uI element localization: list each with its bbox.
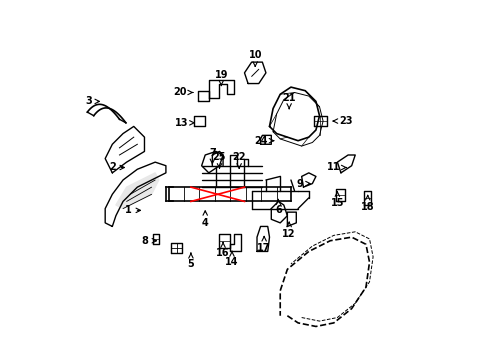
- Text: 2: 2: [109, 162, 124, 172]
- Text: 12: 12: [282, 222, 295, 239]
- Text: 10: 10: [248, 50, 262, 66]
- Text: 8: 8: [141, 236, 156, 246]
- Text: 21: 21: [282, 93, 295, 109]
- Text: 19: 19: [214, 69, 227, 85]
- Text: 17: 17: [257, 237, 270, 253]
- Text: 14: 14: [225, 251, 238, 267]
- Text: 23: 23: [332, 116, 352, 126]
- Text: 22: 22: [232, 152, 245, 168]
- Text: 25: 25: [212, 152, 226, 168]
- Text: 11: 11: [326, 162, 346, 172]
- Text: 5: 5: [187, 253, 194, 269]
- Text: 1: 1: [125, 205, 140, 215]
- Text: 9: 9: [296, 179, 309, 189]
- Text: 6: 6: [274, 200, 281, 215]
- Text: 18: 18: [360, 195, 374, 212]
- Text: 13: 13: [175, 118, 194, 128]
- Polygon shape: [116, 173, 159, 208]
- Text: 3: 3: [85, 96, 99, 107]
- Text: 7: 7: [208, 148, 215, 164]
- Text: 16: 16: [216, 243, 229, 258]
- Text: 4: 4: [202, 211, 208, 228]
- Text: 15: 15: [330, 192, 344, 208]
- Text: 24: 24: [253, 136, 273, 146]
- Text: 20: 20: [173, 87, 192, 98]
